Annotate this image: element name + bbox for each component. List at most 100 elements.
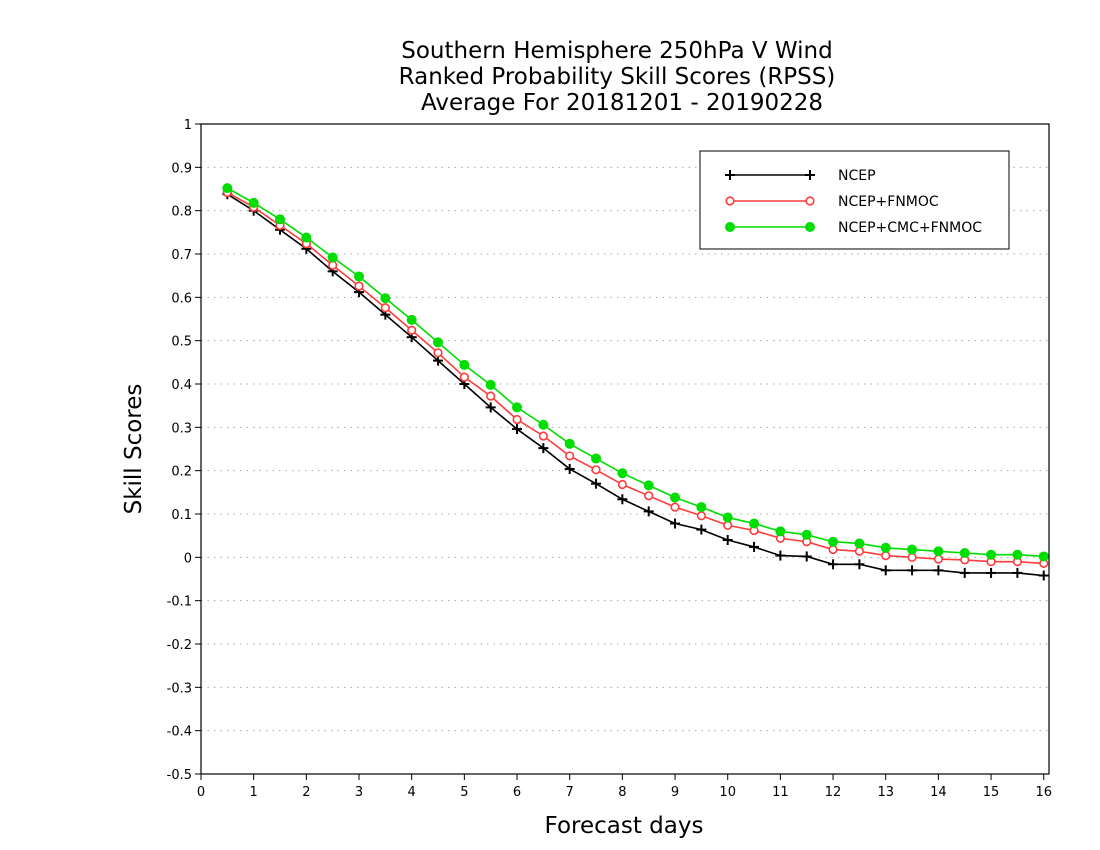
x-axis-title: Forecast days — [545, 813, 704, 839]
data-point — [222, 183, 233, 194]
data-point — [538, 443, 549, 454]
data-point — [722, 512, 733, 523]
y-tick-label: 0.4 — [171, 378, 192, 393]
data-point — [248, 197, 259, 208]
x-tick-label: 12 — [825, 785, 842, 800]
series-ncep — [222, 189, 1049, 581]
data-point — [591, 478, 602, 489]
chart-title-line-3: Average For 20181201 - 20190228 — [421, 90, 823, 116]
legend-entry: NCEP+FNMOC — [725, 194, 939, 210]
x-tick-label: 11 — [772, 785, 789, 800]
series-ncep-cmc-fnmoc — [222, 183, 1049, 562]
y-tick-label: 1 — [184, 118, 192, 133]
data-point — [775, 526, 786, 537]
data-point — [854, 559, 865, 570]
data-point — [880, 542, 891, 553]
data-point — [354, 281, 364, 291]
y-tick-label: 0.8 — [171, 205, 192, 220]
data-point — [670, 518, 681, 529]
data-point — [433, 348, 443, 358]
plot-frame — [200, 123, 1050, 775]
legend-marker — [805, 196, 815, 206]
data-point — [933, 546, 944, 557]
x-tick-label: 2 — [302, 785, 310, 800]
x-tick-label: 7 — [566, 785, 574, 800]
data-point — [881, 550, 891, 561]
legend-entry: NCEP+CMC+FNMOC — [725, 220, 982, 236]
data-point — [380, 303, 390, 313]
data-point — [696, 524, 707, 535]
y-tick-label: 0.3 — [171, 421, 192, 436]
legend-entry: NCEP — [725, 168, 876, 184]
y-tick-label: -0.2 — [167, 638, 192, 653]
legend: NCEP NCEP+FNMOC NCEP+CMC+FNMOC — [699, 150, 1010, 250]
data-point — [1038, 551, 1049, 562]
data-point — [486, 391, 496, 401]
y-tick-label: 0.9 — [171, 161, 192, 176]
x-tick-label: 14 — [930, 785, 947, 800]
data-point — [670, 492, 681, 503]
data-point — [749, 518, 760, 529]
legend-marker — [805, 170, 815, 180]
data-point — [380, 293, 391, 304]
data-point — [407, 325, 417, 335]
y-axis-title: Skill Scores — [121, 384, 147, 515]
data-point — [959, 548, 970, 558]
data-series — [222, 183, 1049, 581]
data-point — [591, 465, 601, 475]
y-tick-label: 0 — [184, 551, 192, 566]
data-point — [565, 451, 575, 461]
chart-title-line-1: Southern Hemisphere 250hPa V Wind — [401, 38, 832, 64]
x-tick-label: 3 — [355, 785, 363, 800]
data-point — [986, 567, 997, 578]
series-line — [226, 193, 1044, 577]
x-tick-label: 4 — [408, 785, 416, 800]
data-point — [512, 414, 522, 425]
data-point — [933, 554, 943, 564]
data-point — [564, 438, 575, 449]
data-point — [854, 538, 865, 549]
chart-title-line-2: Ranked Probability Skill Scores (RPSS) — [399, 64, 836, 90]
data-point — [907, 544, 918, 555]
data-point — [828, 559, 839, 570]
data-point — [275, 214, 286, 225]
data-point — [328, 260, 338, 270]
data-point — [801, 529, 812, 540]
data-point — [1012, 567, 1023, 578]
data-point — [327, 252, 338, 263]
x-tick-label: 1 — [250, 785, 258, 800]
data-point — [854, 546, 864, 556]
data-point — [512, 402, 523, 413]
data-point — [880, 565, 891, 576]
legend-box — [699, 150, 1010, 250]
x-tick-label: 8 — [618, 785, 626, 800]
y-tick-label: 0.7 — [171, 248, 192, 263]
y-tick-label: 0.6 — [171, 291, 192, 306]
data-point — [959, 567, 970, 578]
data-point — [564, 463, 575, 474]
x-tick-label: 9 — [671, 785, 679, 800]
y-tick-label: -0.3 — [167, 681, 192, 696]
data-point — [723, 520, 733, 530]
data-point — [722, 535, 733, 545]
data-point — [801, 551, 812, 562]
legend-marker — [725, 222, 735, 232]
y-tick-label: 0.1 — [171, 508, 192, 523]
legend-label: NCEP+FNMOC — [838, 194, 939, 210]
x-tick-label: 5 — [460, 785, 468, 800]
data-point — [644, 491, 654, 501]
legend-marker — [805, 222, 815, 232]
data-point — [301, 232, 312, 243]
y-gridlines — [201, 166, 1049, 732]
data-point — [696, 502, 707, 513]
data-point — [749, 541, 760, 552]
y-tick-label: 0.5 — [171, 335, 192, 350]
x-tick-label: 16 — [1035, 785, 1052, 800]
data-point — [406, 314, 417, 325]
y-tick-label: -0.1 — [167, 595, 192, 610]
data-point — [670, 502, 680, 512]
data-point — [775, 550, 786, 561]
data-point — [907, 565, 918, 576]
data-point — [933, 565, 944, 576]
data-point — [986, 549, 997, 560]
